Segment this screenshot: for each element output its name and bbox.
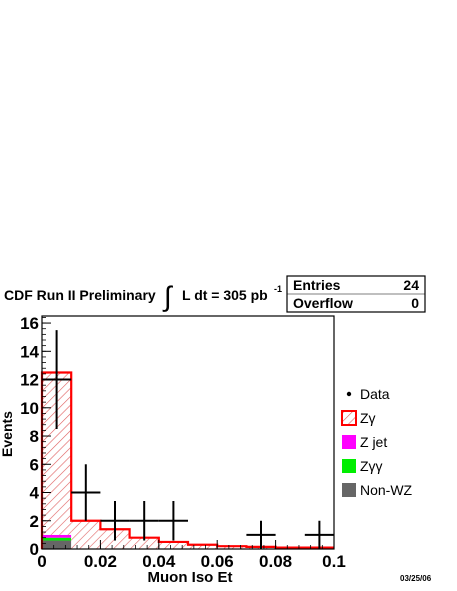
stats-overflow-label: Overflow — [293, 295, 353, 311]
bar-zgamma-4 — [158, 541, 188, 549]
legend-swatch-zgammagamma — [342, 459, 356, 473]
legend-label-zjet: Z jet — [360, 434, 387, 450]
bar-zgammagamma-0 — [42, 537, 72, 541]
bar-nonwz-0 — [42, 540, 72, 549]
bar-zgamma-3 — [129, 537, 159, 549]
x-tick-label-2: 0.04 — [142, 552, 176, 571]
data-point-6 — [304, 520, 334, 549]
x-tick-label-4: 0.08 — [259, 552, 292, 571]
data-point-4 — [158, 500, 188, 541]
legend-item-data: Data — [346, 386, 390, 402]
x-tick-label-3: 0.06 — [201, 552, 234, 571]
y-tick-label-3: 6 — [30, 455, 39, 474]
y-tick-label-7: 14 — [20, 342, 39, 361]
y-tick-label-1: 2 — [30, 512, 39, 531]
legend-label-zgammagamma: Zγγ — [360, 458, 383, 474]
legend-swatch-nonwz — [342, 483, 356, 497]
plot-frame — [41, 315, 335, 550]
stats-box: Entries 24 Overflow 0 — [286, 275, 426, 313]
legend-label-zgamma: Zγ — [360, 410, 376, 426]
data-point-1 — [71, 464, 101, 521]
zgamma-outline — [40, 371, 334, 549]
stats-entries-value: 24 — [403, 277, 419, 293]
y-tick-label-8: 16 — [20, 314, 39, 333]
date-label: 03/25/06 — [400, 574, 432, 583]
header-title: CDF Run II Preliminary — [4, 287, 156, 303]
legend-label-data: Data — [360, 386, 390, 402]
luminosity-exponent: -1 — [274, 284, 282, 294]
legend-data-marker — [346, 391, 352, 397]
legend-item-zjet: Z jet — [342, 434, 387, 450]
data-point-3 — [129, 500, 159, 541]
y-tick-label-6: 12 — [20, 371, 39, 390]
bar-zgamma-6 — [217, 546, 247, 549]
luminosity-label: L dt = 305 pb — [182, 287, 268, 303]
bar-zgamma-1 — [71, 520, 101, 549]
y-tick-label-2: 4 — [30, 484, 40, 503]
legend-item-nonwz: Non-WZ — [342, 482, 413, 498]
x-tick-label-5: 0.1 — [322, 552, 346, 571]
bar-zgamma-5 — [188, 544, 218, 549]
legend-label-nonwz: Non-WZ — [360, 482, 413, 498]
stats-overflow-value: 0 — [411, 295, 419, 311]
axes: 0 2 4 6 8 10 12 14 16 0 0.02 0.04 0.06 0.08 0.1 — [20, 314, 346, 571]
histogram-bars — [42, 372, 334, 549]
zgamma-outline-path — [40, 371, 334, 549]
legend-item-zgamma: Zγ — [341, 410, 376, 426]
data-point-2 — [100, 500, 130, 541]
stats-entries-label: Entries — [293, 277, 341, 293]
x-axis-label: Muon Iso Et — [148, 569, 233, 586]
data-point-5 — [246, 520, 276, 549]
bar-zjet-0 — [42, 534, 72, 538]
x-tick-label-1: 0.02 — [84, 552, 117, 571]
y-axis-label: Events — [0, 411, 15, 457]
legend: Data Zγ Z jet Zγγ Non-WZ — [341, 386, 413, 498]
integral-symbol: ∫ — [162, 281, 174, 312]
legend-swatch-zgamma — [341, 410, 357, 426]
x-tick-label-0: 0 — [37, 552, 46, 571]
y-tick-label-0: 0 — [30, 540, 39, 559]
data-points — [42, 330, 334, 549]
y-tick-label-4: 8 — [30, 427, 39, 446]
y-tick-label-5: 10 — [20, 399, 39, 418]
legend-swatch-zjet — [342, 435, 356, 449]
legend-item-zgammagamma: Zγγ — [342, 458, 383, 474]
